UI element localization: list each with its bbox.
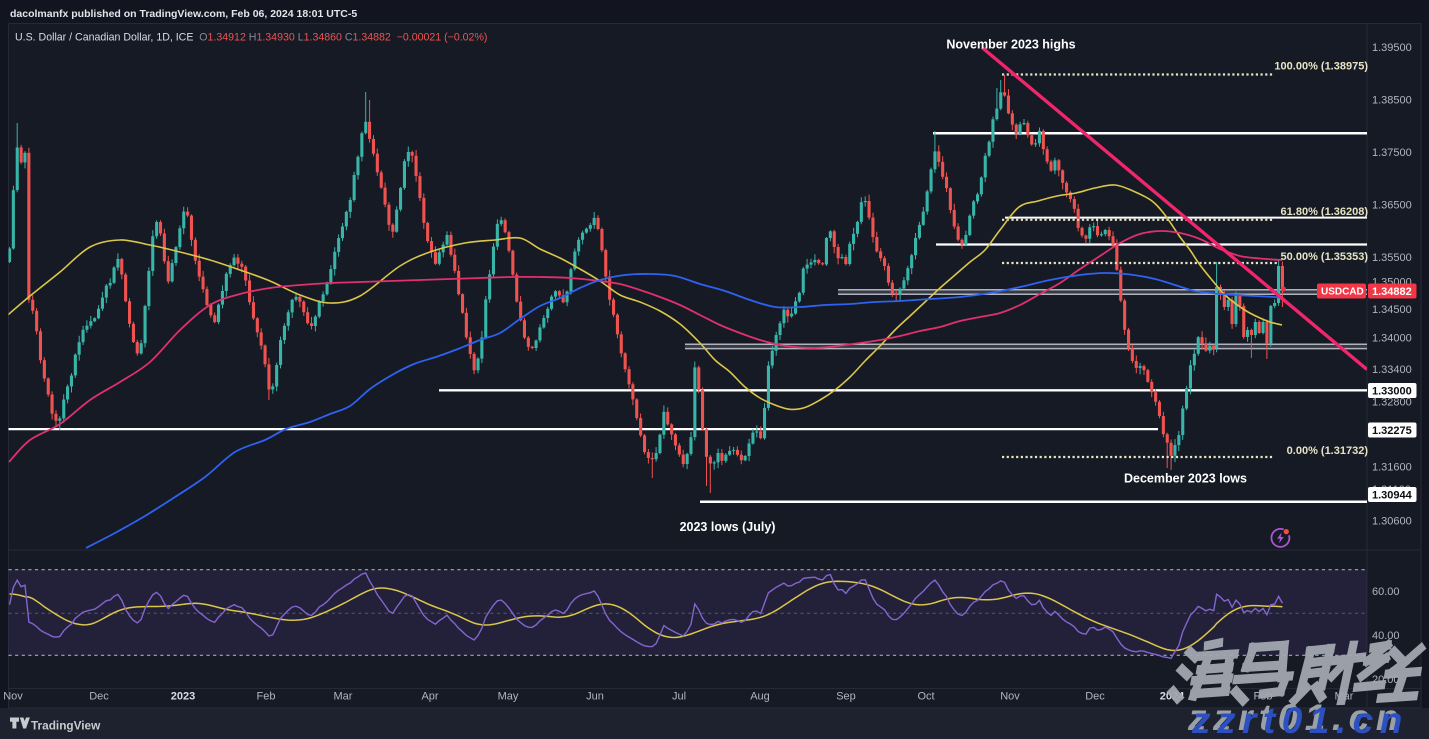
svg-text:Jul: Jul	[672, 691, 686, 703]
svg-text:Feb: Feb	[257, 691, 276, 703]
svg-text:TradingView: TradingView	[31, 719, 101, 733]
svg-text:1.39500: 1.39500	[1372, 42, 1412, 54]
svg-text:USDCAD: USDCAD	[1321, 287, 1364, 298]
svg-text:1.34000: 1.34000	[1372, 332, 1412, 344]
svg-text:Dec: Dec	[89, 691, 109, 703]
svg-text:60.00: 60.00	[1372, 586, 1400, 598]
svg-text:1.34500: 1.34500	[1372, 304, 1412, 316]
svg-text:40.00: 40.00	[1372, 630, 1400, 642]
svg-text:Jun: Jun	[586, 691, 604, 703]
svg-text:zzrt01.cn: zzrt01.cn	[1191, 700, 1409, 739]
svg-text:May: May	[498, 691, 519, 703]
svg-text:December 2023 lows: December 2023 lows	[1124, 472, 1247, 486]
svg-text:U.S. Dollar / Canadian Dollar,: U.S. Dollar / Canadian Dollar, 1D, ICE O…	[15, 32, 487, 44]
svg-text:1.36500: 1.36500	[1372, 199, 1412, 211]
svg-text:dacolmanfx published on Tradin: dacolmanfx published on TradingView.com,…	[10, 8, 357, 20]
svg-text:Sep: Sep	[836, 691, 856, 703]
svg-text:1.33000: 1.33000	[1372, 385, 1412, 397]
svg-text:0.00% (1.31732): 0.00% (1.31732)	[1287, 445, 1369, 457]
svg-text:zzrt01.cn: zzrt01.cn	[1187, 697, 1405, 738]
svg-text:1.30600: 1.30600	[1372, 515, 1412, 527]
svg-text:1.30944: 1.30944	[1372, 489, 1413, 501]
svg-text:Nov: Nov	[1000, 691, 1020, 703]
svg-text:Oct: Oct	[917, 691, 934, 703]
svg-text:November 2023 highs: November 2023 highs	[946, 38, 1075, 52]
svg-text:Dec: Dec	[1085, 691, 1105, 703]
svg-text:Mar: Mar	[334, 691, 353, 703]
svg-text:Apr: Apr	[421, 691, 438, 703]
svg-text:61.80% (1.36208): 61.80% (1.36208)	[1281, 206, 1369, 218]
svg-text:2023: 2023	[171, 691, 195, 703]
svg-text:1.31600: 1.31600	[1372, 461, 1412, 473]
svg-text:Nov: Nov	[3, 691, 23, 703]
svg-text:Aug: Aug	[750, 691, 770, 703]
svg-text:50.00% (1.35353): 50.00% (1.35353)	[1281, 251, 1369, 263]
svg-text:1.35500: 1.35500	[1372, 252, 1412, 264]
svg-text:1.37500: 1.37500	[1372, 147, 1412, 159]
svg-text:1.32275: 1.32275	[1372, 425, 1412, 437]
svg-text:1.34882: 1.34882	[1372, 286, 1412, 298]
svg-text:1.33400: 1.33400	[1372, 364, 1412, 376]
svg-text:100.00% (1.38975): 100.00% (1.38975)	[1274, 61, 1368, 73]
svg-text:1.38500: 1.38500	[1372, 94, 1412, 106]
svg-text:2023 lows (July): 2023 lows (July)	[680, 520, 776, 534]
svg-text:1.32800: 1.32800	[1372, 396, 1412, 408]
